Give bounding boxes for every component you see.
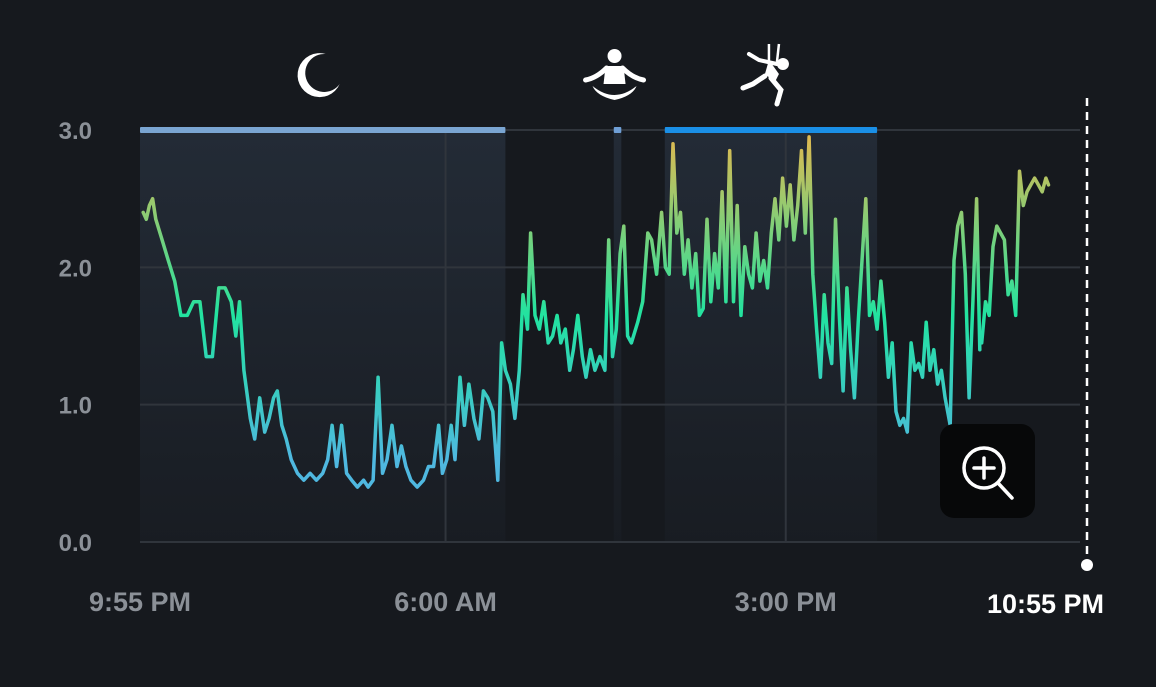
activity-bar-2 — [664, 127, 878, 133]
y-tick-label: 1.0 — [59, 393, 92, 420]
climbing-icon — [740, 43, 789, 107]
x-end-label: 10:55 PM — [987, 589, 1104, 619]
activity-region-0 — [140, 130, 506, 542]
y-tick-label: 2.0 — [59, 255, 92, 282]
y-tick-label: 0.0 — [59, 530, 92, 557]
x-tick-label: 3:00 PM — [735, 587, 837, 617]
meditation-icon — [583, 49, 647, 100]
y-tick-label: 3.0 — [59, 118, 92, 145]
series-line-1 — [979, 169, 1051, 345]
activity-region-1 — [613, 130, 622, 542]
zoom-button[interactable] — [940, 424, 1035, 518]
zoom-in-icon — [962, 446, 1014, 500]
activity-bar-0 — [140, 127, 506, 133]
now-marker-dot — [1081, 559, 1093, 571]
x-tick-label: 6:00 AM — [394, 587, 497, 617]
x-tick-label: 9:55 PM — [89, 587, 191, 617]
moon-icon — [297, 53, 340, 98]
activity-bar-1 — [613, 127, 622, 133]
series-line-0 — [141, 135, 982, 489]
